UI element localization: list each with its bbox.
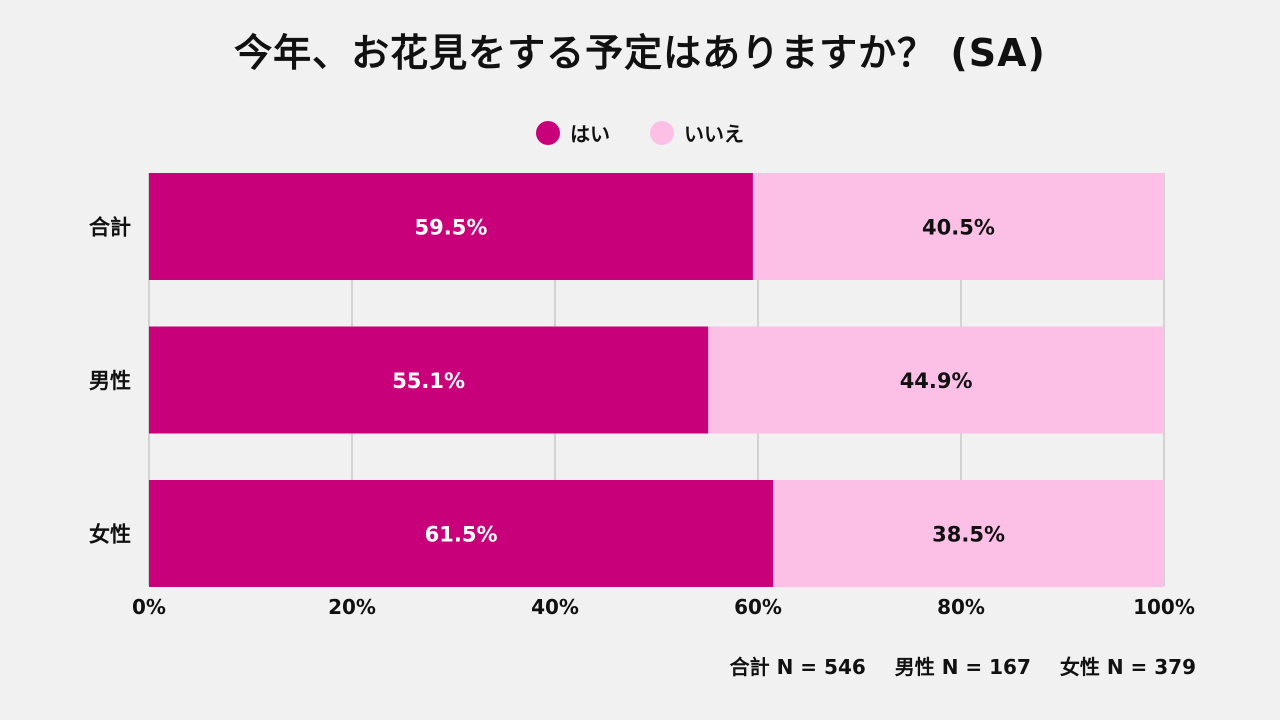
data-label-no-1: 44.9% xyxy=(900,369,973,393)
category-label-1: 男性 xyxy=(89,369,131,393)
x-tick-label-40: 40% xyxy=(531,595,579,619)
data-label-no-0: 40.5% xyxy=(922,216,995,240)
data-label-yes-0: 59.5% xyxy=(415,216,488,240)
sample-size-female: 女性 N = 379 xyxy=(1059,655,1196,679)
x-tick-label-20: 20% xyxy=(328,595,376,619)
x-tick-label-60: 60% xyxy=(734,595,782,619)
sample-size-male: 男性 N = 167 xyxy=(894,655,1031,679)
legend-swatch-no xyxy=(650,120,674,145)
x-tick-label-80: 80% xyxy=(937,595,985,619)
sample-size-total: 合計 N = 546 xyxy=(729,655,866,679)
x-tick-label-100: 100% xyxy=(1133,595,1195,619)
legend-item-no: いいえ xyxy=(650,118,744,147)
legend-label-yes: はい xyxy=(570,122,610,146)
legend: はい いいえ xyxy=(0,118,1280,147)
bar-no-1 xyxy=(708,326,1164,434)
data-label-yes-1: 55.1% xyxy=(392,369,465,393)
legend-item-yes: はい xyxy=(536,118,610,147)
chart-title: 今年、お花見をする予定はありますか？ (SA) xyxy=(234,31,1046,75)
x-tick-label-0: 0% xyxy=(132,595,166,619)
bar-yes-1 xyxy=(149,326,709,434)
bar-no-2 xyxy=(773,480,1164,587)
bar-yes-0 xyxy=(149,173,753,280)
bar-yes-2 xyxy=(149,480,774,587)
legend-swatch-yes xyxy=(536,120,560,145)
legend-label-no: いいえ xyxy=(684,122,744,146)
bar-no-0 xyxy=(752,173,1164,280)
data-label-yes-2: 61.5% xyxy=(425,523,498,547)
category-label-2: 女性 xyxy=(89,523,131,547)
category-label-0: 合計 xyxy=(89,216,131,240)
sample-size-note: 合計 N = 546 男性 N = 167 女性 N = 379 xyxy=(708,651,1196,680)
data-label-no-2: 38.5% xyxy=(932,523,1005,547)
